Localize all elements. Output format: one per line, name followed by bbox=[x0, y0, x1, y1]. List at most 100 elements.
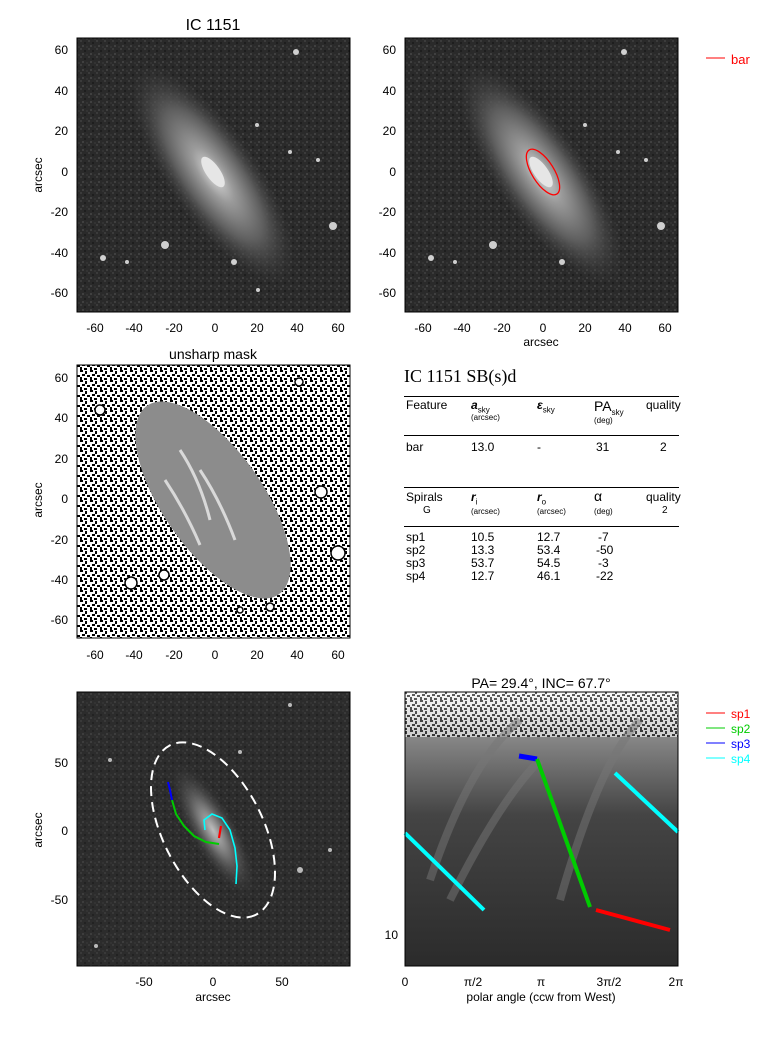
bar-ellipse bbox=[525, 148, 561, 196]
field-stars bbox=[94, 703, 332, 948]
y-tick: 0 bbox=[61, 492, 68, 506]
alpha-unit: (deg) bbox=[594, 507, 613, 516]
header-eps-sky: εsky bbox=[537, 398, 555, 414]
spiral-name: sp3 bbox=[406, 556, 426, 570]
x-tick-labels: -50 0 50 bbox=[135, 975, 289, 989]
x-tick: 20 bbox=[250, 321, 264, 335]
x-tick: -40 bbox=[125, 648, 143, 662]
a-unit: (arcsec) bbox=[471, 413, 500, 422]
y-tick-labels: 60 40 20 0 -20 -40 -60 bbox=[51, 43, 69, 300]
spiral-ri: 13.3 bbox=[471, 543, 495, 557]
y-tick: 40 bbox=[383, 84, 397, 98]
x-tick: 60 bbox=[331, 321, 345, 335]
header-quality: quality bbox=[646, 398, 681, 412]
spiral-name: sp1 bbox=[406, 530, 426, 544]
x-tick: 60 bbox=[331, 648, 345, 662]
spiral-quality-value: 2 bbox=[662, 505, 668, 516]
y-tick: 20 bbox=[55, 452, 69, 466]
x-tick: 3π/2 bbox=[597, 975, 622, 989]
y-tick: -40 bbox=[51, 573, 69, 587]
y-tick: 60 bbox=[55, 43, 69, 57]
eps-subscript: sky bbox=[542, 405, 555, 415]
y-tick: 0 bbox=[61, 165, 68, 179]
frame bbox=[76, 691, 351, 967]
header-spirals: Spirals bbox=[406, 490, 443, 504]
mask-galaxy bbox=[135, 401, 291, 599]
bar-eps: - bbox=[537, 440, 541, 454]
x-tick: 50 bbox=[275, 975, 289, 989]
legend-label: sp3 bbox=[731, 737, 751, 751]
x-tick: -40 bbox=[453, 321, 471, 335]
bar-pa: 31 bbox=[596, 440, 610, 454]
sp2-segment bbox=[535, 758, 592, 908]
spiral-name: sp2 bbox=[406, 543, 426, 557]
spiral-ro: 46.1 bbox=[537, 569, 561, 583]
x-tick: -20 bbox=[165, 648, 183, 662]
pa-unit: (deg) bbox=[594, 416, 613, 425]
frame bbox=[404, 37, 679, 313]
x-tick: -50 bbox=[135, 975, 153, 989]
header-a-sky: asky bbox=[471, 398, 490, 414]
x-axis-label: arcsec bbox=[195, 990, 230, 1004]
panel-bar-fit: 60 40 20 0 -20 -40 -60 -60 -40 -20 0 20 … bbox=[379, 37, 750, 349]
ri-unit: (arcsec) bbox=[471, 507, 500, 516]
frame bbox=[404, 691, 679, 967]
legend-label: sp4 bbox=[731, 752, 751, 766]
panel-spiral-overlay: arcsec 50 0 -50 -50 0 50 arcsec bbox=[31, 691, 351, 1004]
y-tick: -20 bbox=[379, 205, 397, 219]
x-tick: 0 bbox=[212, 648, 219, 662]
sp1-trace bbox=[217, 825, 223, 839]
x-axis-label: polar angle (ccw from West) bbox=[466, 990, 615, 1004]
panel-unsharp-mask: unsharp mask arcsec 60 40 20 0 -20 -40 -… bbox=[31, 346, 351, 662]
y-tick-labels: 50 0 -50 bbox=[51, 756, 69, 907]
x-tick: -20 bbox=[165, 321, 183, 335]
spiral-alpha: -7 bbox=[598, 530, 609, 544]
bar-quality: 2 bbox=[660, 440, 667, 454]
panel-polar-plot: PA= 29.4°, INC= 67.7° 10 0 π/2 π 3π/2 2π… bbox=[385, 675, 751, 1004]
rule bbox=[404, 487, 679, 488]
spiral-alpha: -3 bbox=[598, 556, 609, 570]
x-tick: 40 bbox=[618, 321, 632, 335]
frame bbox=[76, 37, 351, 313]
legend-label: sp2 bbox=[731, 722, 751, 736]
y-tick: 10 bbox=[385, 928, 399, 942]
y-tick: 20 bbox=[55, 124, 69, 138]
y-axis-label: arcsec bbox=[31, 812, 45, 847]
galaxy-bulge bbox=[529, 156, 553, 188]
a-symbol: a bbox=[471, 398, 478, 412]
sp4-segment-b bbox=[613, 771, 680, 834]
ro-symbol: r bbox=[537, 490, 542, 504]
y-tick: 60 bbox=[55, 371, 69, 385]
x-tick: 40 bbox=[290, 648, 304, 662]
y-tick: 0 bbox=[389, 165, 396, 179]
x-tick: 20 bbox=[578, 321, 592, 335]
header-spirals-g: G bbox=[423, 505, 431, 516]
header-ri: ri bbox=[471, 490, 477, 506]
frame bbox=[76, 364, 351, 639]
y-tick: -20 bbox=[51, 533, 69, 547]
x-tick: 40 bbox=[290, 321, 304, 335]
y-axis-label: arcsec bbox=[31, 482, 45, 517]
ri-symbol: r bbox=[471, 490, 476, 504]
y-tick: 40 bbox=[55, 411, 69, 425]
x-tick-labels: -60 -40 -20 0 20 40 60 bbox=[414, 321, 672, 335]
spiral-alpha: -50 bbox=[596, 543, 614, 557]
pa-subscript: sky bbox=[611, 407, 624, 417]
x-tick: -20 bbox=[493, 321, 511, 335]
x-tick: 2π bbox=[669, 975, 684, 989]
x-tick: 0 bbox=[210, 975, 217, 989]
x-tick: -60 bbox=[86, 321, 104, 335]
y-tick: -40 bbox=[51, 246, 69, 260]
spiral-ro: 12.7 bbox=[537, 530, 561, 544]
ro-unit: (arcsec) bbox=[537, 507, 566, 516]
spiral-ri: 10.5 bbox=[471, 530, 495, 544]
header-ro: ro bbox=[537, 490, 546, 506]
ri-subscript: i bbox=[475, 497, 478, 507]
galaxy-bulge bbox=[201, 156, 225, 188]
x-tick: 60 bbox=[658, 321, 672, 335]
x-tick: -40 bbox=[125, 321, 143, 335]
panel-image: IC 1151 arcsec 60 40 20 0 -20 -40 -60 -6… bbox=[31, 17, 351, 335]
x-axis-label: arcsec bbox=[523, 335, 558, 349]
x-tick: π bbox=[537, 975, 545, 989]
